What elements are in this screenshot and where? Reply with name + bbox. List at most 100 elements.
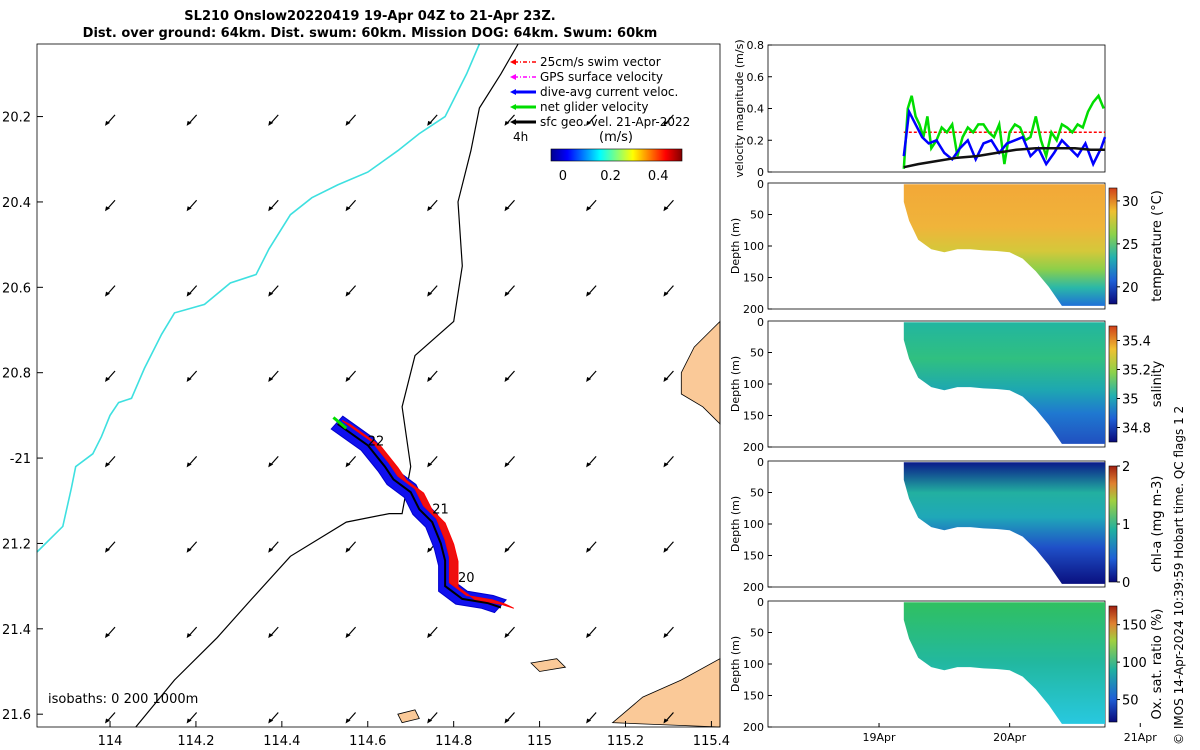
geo-velocity-arrowhead bbox=[663, 547, 669, 553]
net-velocity-arrow bbox=[332, 416, 348, 430]
geo-velocity-arrowhead bbox=[427, 120, 433, 126]
section-data-field bbox=[903, 184, 1105, 306]
velocity-ytick-label: 0.6 bbox=[747, 71, 765, 84]
geo-velocity-arrowhead bbox=[186, 376, 192, 382]
colorbar-tick-label: 0.4 bbox=[648, 169, 669, 184]
geo-velocity-arrowhead bbox=[504, 291, 510, 297]
map-xtick-label: 115.4 bbox=[693, 734, 730, 749]
section-colorbar-label: 35.4 bbox=[1122, 335, 1151, 350]
dive-avg-current-band bbox=[330, 415, 507, 614]
section-ytick-top: 0 bbox=[757, 316, 764, 329]
section-colorbar-label: 34.8 bbox=[1122, 422, 1151, 437]
map-xtick-label: 115.2 bbox=[607, 734, 644, 749]
legend-arrowhead-3 bbox=[510, 104, 516, 110]
geo-velocity-arrowhead bbox=[663, 718, 669, 724]
geo-velocity-arrowhead bbox=[105, 376, 111, 382]
velocity-ylabel: velocity magnitude (m/s) bbox=[733, 39, 746, 177]
map-xtick-label: 114.4 bbox=[263, 734, 300, 749]
geo-velocity-arrowhead bbox=[345, 718, 351, 724]
map-ytick-label: 20.8 bbox=[2, 367, 31, 382]
map-ytick-label: -21 bbox=[10, 452, 31, 467]
geo-velocity-arrowhead bbox=[105, 120, 111, 126]
section-ytick-label: 50 bbox=[750, 627, 764, 640]
geo-velocity-arrowhead bbox=[586, 206, 592, 212]
section-ytick-label: 200 bbox=[743, 303, 764, 316]
geo-velocity-arrowhead bbox=[186, 462, 192, 468]
geo-velocity-arrowhead bbox=[268, 462, 274, 468]
isobath-deep-line bbox=[135, 43, 519, 728]
isobath-shallow-line bbox=[36, 43, 481, 553]
section-ylabel: Depth (m) bbox=[729, 356, 742, 412]
section-colorbar-label: 150 bbox=[1122, 619, 1147, 634]
section-colorbar-label: 35 bbox=[1122, 393, 1139, 408]
panel-xtick-label: 20Apr bbox=[993, 731, 1027, 744]
map-ytick-label: 21.6 bbox=[2, 708, 31, 723]
geo-velocity-arrowhead bbox=[345, 633, 351, 639]
day-label-20: 20 bbox=[458, 571, 475, 586]
figure-title-line1: SL210 Onslow20220419 19-Apr 04Z to 21-Ap… bbox=[184, 9, 556, 24]
map-xtick-label: 114.2 bbox=[177, 734, 214, 749]
legend-label-3: net glider velocity bbox=[540, 100, 648, 114]
legend-arrowhead-0 bbox=[510, 59, 516, 65]
section-ytick-label: 200 bbox=[743, 441, 764, 454]
section-ytick-top: 0 bbox=[757, 596, 764, 609]
section-ytick-label: 200 bbox=[743, 721, 764, 734]
section-cbar-title: temperature (°C) bbox=[1150, 190, 1165, 302]
speed-colorbar bbox=[550, 148, 683, 162]
map-xtick-label: 114 bbox=[98, 734, 123, 749]
geo-velocity-arrowhead bbox=[268, 291, 274, 297]
velocity-ytick-label: 0.8 bbox=[747, 39, 765, 52]
geo-velocity-arrowhead bbox=[345, 291, 351, 297]
geo-velocity-arrowhead bbox=[105, 547, 111, 553]
section-colorbar-label: 20 bbox=[1122, 281, 1139, 296]
credit-text: © IMOS 14-Apr-2024 10:39:59 Hobart time.… bbox=[1172, 405, 1186, 745]
map-ytick-label: 20.2 bbox=[2, 111, 31, 126]
section-ylabel: Depth (m) bbox=[729, 636, 742, 692]
glider-track-line bbox=[337, 423, 502, 609]
section-ytick-label: 150 bbox=[743, 550, 764, 563]
section-data-field bbox=[903, 462, 1105, 584]
section-cbar-title: salinity bbox=[1150, 360, 1165, 407]
legend-label-4: sfc geo. vel. 21-Apr-2022 bbox=[540, 115, 690, 129]
geo-velocity-arrowhead bbox=[504, 547, 510, 553]
map-xtick-label: 114.6 bbox=[349, 734, 386, 749]
geo-velocity-arrowhead bbox=[427, 462, 433, 468]
land-polygon-2 bbox=[530, 658, 567, 672]
section-ytick-label: 150 bbox=[743, 272, 764, 285]
section-colorbar-label: 25 bbox=[1122, 238, 1139, 253]
panel-xtick-label: 21Apr bbox=[1124, 731, 1158, 744]
section-ytick-label: 50 bbox=[750, 347, 764, 360]
section-panel-chl: 50 100 150 200 0 Depth (m) 2 1 0 chl-a (mg m-3) bbox=[729, 456, 1165, 594]
geo-velocity-arrowhead bbox=[427, 291, 433, 297]
geo-velocity-arrowhead bbox=[586, 291, 592, 297]
geo-velocity-arrowhead bbox=[268, 718, 274, 724]
panel-xtick-label: 19Apr bbox=[863, 731, 897, 744]
section-data-field bbox=[903, 602, 1105, 724]
geo-velocity-arrowhead bbox=[663, 462, 669, 468]
figure-title-line2: Dist. over ground: 64km. Dist. swum: 60k… bbox=[82, 26, 658, 41]
scale-label: 4h bbox=[513, 130, 528, 144]
geo-velocity-arrowhead bbox=[186, 633, 192, 639]
section-ytick-label: 200 bbox=[743, 581, 764, 594]
geo-velocity-arrowhead bbox=[345, 120, 351, 126]
geo-velocity-arrowhead bbox=[268, 547, 274, 553]
geo-velocity-arrowhead bbox=[105, 462, 111, 468]
geo-velocity-arrowhead bbox=[663, 291, 669, 297]
colorbar-tick-label: 0.2 bbox=[600, 169, 621, 184]
section-ylabel: Depth (m) bbox=[729, 496, 742, 552]
map-ytick-label: 21.2 bbox=[2, 537, 31, 552]
velocity-ytick-label: 0 bbox=[757, 166, 764, 179]
geo-velocity-arrowhead bbox=[268, 206, 274, 212]
map-xtick-label: 114.8 bbox=[435, 734, 472, 749]
legend-arrowhead-2 bbox=[510, 89, 516, 95]
geo-velocity-arrowhead bbox=[504, 376, 510, 382]
geo-velocity-arrowhead bbox=[427, 633, 433, 639]
day-label-21: 21 bbox=[432, 503, 449, 518]
section-cbar-title: Ox. sat. ratio (%) bbox=[1150, 609, 1165, 720]
colorbar-units: (m/s) bbox=[599, 130, 633, 145]
velocity-series-3 bbox=[903, 146, 1105, 169]
geo-velocity-arrowhead bbox=[663, 633, 669, 639]
